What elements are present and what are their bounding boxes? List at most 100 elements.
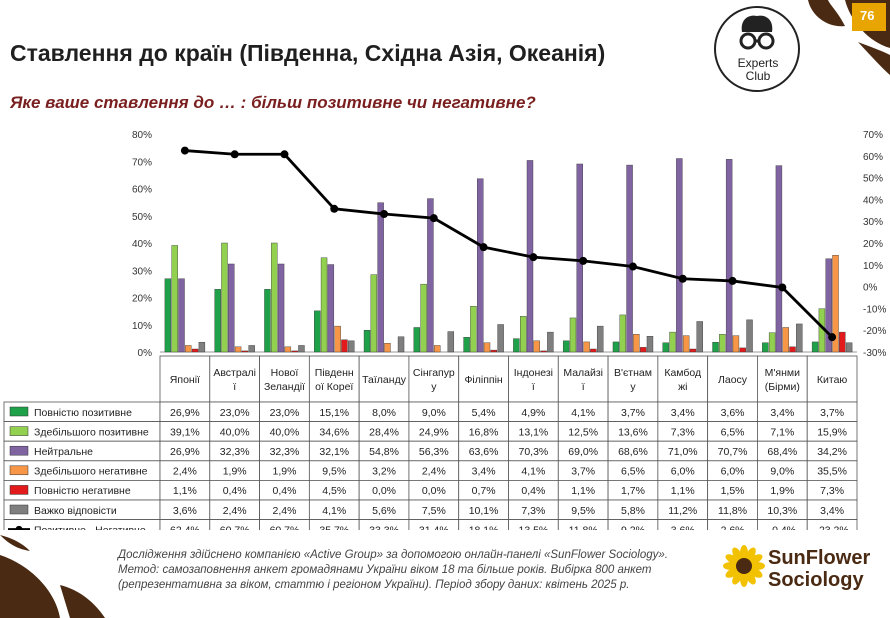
corner-leaf-decoration: [0, 535, 105, 618]
y-tick-label: 50%: [132, 212, 152, 223]
bar: [725, 159, 733, 353]
data-label: 33,3%: [369, 524, 399, 530]
legend-swatch: [9, 485, 29, 495]
y2-tick-label: 10%: [863, 261, 883, 272]
bar: [477, 178, 484, 353]
bar: [775, 165, 783, 353]
data-label: 1,9%: [223, 466, 247, 478]
bar: [612, 341, 620, 353]
legend-line-marker: [15, 525, 23, 530]
data-label: 69,0%: [568, 446, 598, 458]
bar: [427, 198, 434, 353]
bar: [519, 316, 527, 353]
sunflower-sociology-brand: SunFlower Sociology: [768, 547, 871, 591]
data-label: 5,8%: [621, 505, 645, 517]
category-label: (Бірми): [765, 381, 800, 393]
category-label: Південн: [315, 367, 354, 379]
data-label: 10,3%: [767, 505, 797, 517]
y-tick-label: 0%: [138, 348, 153, 359]
category-header-cell: [557, 355, 609, 403]
data-label: 40,0%: [220, 426, 250, 438]
data-label: 9,0%: [422, 407, 446, 419]
y-tick-label: 80%: [132, 130, 152, 141]
bar: [234, 346, 242, 353]
legend-swatch: [9, 465, 29, 476]
bar: [832, 255, 839, 353]
category-label: ї: [581, 381, 585, 393]
bar: [689, 348, 697, 353]
legend-label: Позитивне - Негативне: [34, 524, 146, 530]
y-tick-label: 20%: [132, 294, 152, 305]
bar: [178, 278, 185, 353]
line-point: [230, 150, 239, 159]
line-point: [380, 210, 389, 219]
data-label: 13,5%: [519, 524, 549, 530]
bar: [633, 334, 640, 353]
category-label: Сінгапур: [413, 367, 455, 379]
y2-tick-label: -30%: [863, 348, 886, 359]
category-header-cell: [657, 355, 709, 403]
category-label: ї: [232, 381, 236, 393]
data-label: 15,1%: [319, 407, 349, 419]
bar: [825, 258, 832, 353]
page-title: Ставлення до країн (Південна, Східна Азі…: [10, 40, 606, 66]
bar: [583, 341, 590, 353]
line-point: [479, 243, 488, 252]
category-header-cell: [757, 355, 808, 403]
bar: [298, 345, 305, 353]
data-label: 3,4%: [770, 407, 794, 419]
line-point: [529, 253, 538, 262]
category-label: Камбод: [664, 367, 701, 379]
bar: [384, 343, 391, 353]
bar: [789, 346, 796, 353]
category-label: жі: [678, 381, 687, 393]
bar: [712, 341, 719, 353]
data-label: 34,2%: [817, 446, 847, 458]
data-label: 4,5%: [322, 485, 346, 497]
bar: [696, 321, 703, 353]
bar: [513, 338, 520, 353]
bar: [185, 345, 192, 353]
category-header-cell: [209, 355, 260, 403]
legend-label: Повністю негативне: [34, 485, 131, 497]
bar: [228, 263, 235, 353]
bar: [348, 340, 355, 353]
category-header-cell: [408, 355, 460, 403]
data-label: 0,7%: [472, 485, 496, 497]
data-label: 3,4%: [472, 466, 496, 478]
bar: [845, 342, 853, 353]
data-label: 1,1%: [571, 485, 595, 497]
y2-tick-label: 50%: [863, 174, 883, 185]
line-point: [828, 333, 837, 342]
bar: [327, 264, 335, 353]
line-point: [429, 214, 438, 223]
y2-tick-label: 30%: [863, 217, 883, 228]
data-label: 7,3%: [820, 485, 844, 497]
category-label: В'єтнам: [614, 367, 652, 379]
y-tick-label: 30%: [132, 266, 152, 277]
line-point: [180, 146, 189, 155]
bar: [413, 327, 421, 353]
bar: [547, 331, 554, 353]
line-point: [280, 150, 289, 159]
glasses-face-icon: [739, 15, 775, 50]
bar: [363, 329, 371, 353]
y2-tick-label: -20%: [863, 326, 886, 337]
data-label: 34,6%: [319, 426, 349, 438]
line-point: [579, 256, 588, 265]
category-label: Японії: [170, 374, 200, 386]
data-label: 13,1%: [519, 426, 549, 438]
bar: [420, 283, 427, 353]
bar: [619, 314, 626, 353]
data-label: 4,1%: [521, 466, 545, 478]
data-label: 3,6%: [173, 505, 197, 517]
data-label: 31,4%: [419, 524, 449, 530]
category-label: Філіппін: [464, 374, 502, 386]
data-label: 1,7%: [621, 485, 645, 497]
data-label: 3,4%: [671, 407, 695, 419]
legend-label: Важко відповісти: [34, 505, 117, 517]
data-label: 11,8%: [569, 524, 598, 530]
data-label: 6,5%: [621, 466, 645, 478]
data-label: 1,5%: [721, 485, 745, 497]
data-label: 3,4%: [820, 505, 844, 517]
